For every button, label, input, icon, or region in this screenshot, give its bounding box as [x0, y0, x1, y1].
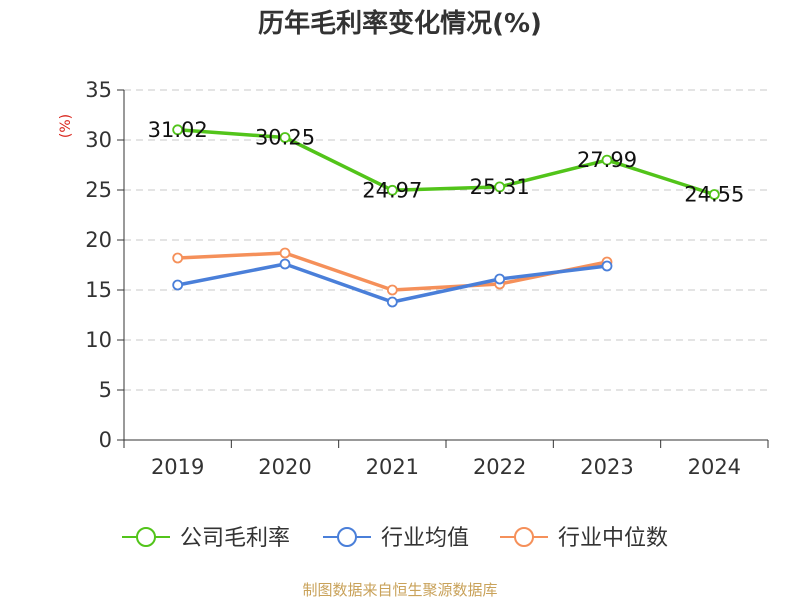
y-tick-label: 20 [85, 228, 112, 252]
legend-item[interactable]: 公司毛利率 [122, 526, 290, 551]
series-line [175, 128, 717, 197]
series-3 [172, 247, 613, 296]
y-tick-label: 10 [85, 328, 112, 352]
legend-item[interactable]: 行业中位数 [500, 526, 668, 551]
legend[interactable]: 公司毛利率 行业均值 行业中位数 [122, 526, 668, 551]
legend-label: 行业中位数 [558, 526, 668, 551]
data-point[interactable] [172, 279, 184, 291]
legend-marker [514, 527, 534, 547]
data-point[interactable] [279, 132, 291, 143]
data-point[interactable] [386, 284, 398, 296]
data-point[interactable] [279, 247, 291, 259]
legend-label: 行业均值 [381, 526, 469, 551]
data-point[interactable] [601, 260, 613, 272]
data-label: 25.31 [470, 175, 530, 199]
y-tick-label: 0 [99, 428, 112, 452]
data-point[interactable] [708, 189, 720, 200]
data-labels: 31.02 30.25 24.97 25.31 27.99 24.55 [148, 118, 745, 207]
x-tick-label: 2021 [366, 455, 419, 479]
y-tick-label: 15 [85, 278, 112, 302]
y-axis-unit-label: (%) [58, 114, 74, 138]
data-point[interactable] [172, 252, 184, 264]
y-tick-label: 5 [99, 378, 112, 402]
x-tick-label: 2019 [151, 455, 204, 479]
source-note: 制图数据来自恒生聚源数据库 [302, 581, 497, 599]
data-point[interactable] [601, 154, 613, 166]
series-2 [172, 258, 613, 308]
data-point[interactable] [172, 124, 184, 136]
series-line [175, 262, 609, 304]
gridlines [124, 89, 768, 391]
legend-item[interactable]: 行业均值 [323, 526, 469, 551]
data-label: 24.55 [684, 183, 744, 207]
x-tick-label: 2024 [688, 455, 741, 479]
data-label: 31.02 [148, 118, 208, 142]
y-tick-label: 25 [85, 178, 112, 202]
x-tick-label: 2022 [473, 455, 526, 479]
data-point[interactable] [279, 258, 291, 270]
x-tick-label: 2023 [580, 455, 633, 479]
data-point[interactable] [494, 181, 506, 193]
data-label: 27.99 [577, 148, 637, 172]
y-tick-label: 35 [85, 78, 112, 102]
chart-title: 历年毛利率变化情况(%) [258, 8, 542, 39]
legend-marker [136, 527, 156, 547]
data-point[interactable] [494, 273, 506, 285]
legend-marker [337, 527, 357, 547]
x-tick-label: 2020 [258, 455, 311, 479]
series-1 [172, 124, 720, 200]
data-point[interactable] [386, 184, 398, 196]
data-label: 24.97 [362, 178, 422, 202]
axes: 0 5 10 15 20 25 30 35 2019 2020 2021 2022 2023 2024 [85, 78, 769, 479]
data-label: 30.25 [255, 126, 315, 150]
series-lines [172, 124, 720, 308]
data-point[interactable] [386, 296, 398, 308]
legend-label: 公司毛利率 [180, 526, 290, 551]
y-tick-label: 30 [85, 128, 112, 152]
